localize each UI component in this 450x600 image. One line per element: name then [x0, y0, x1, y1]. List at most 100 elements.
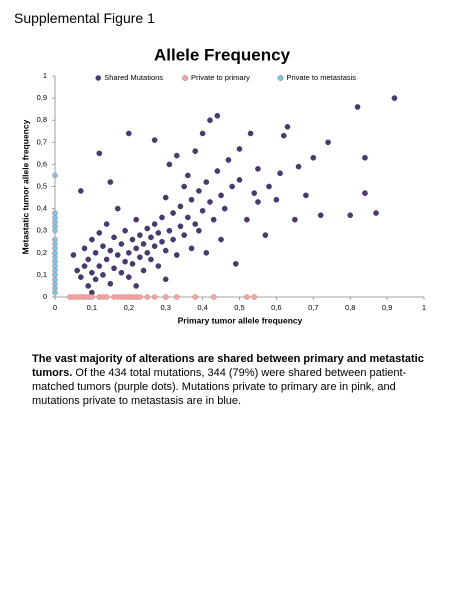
data-point: [170, 210, 176, 216]
data-point: [166, 227, 173, 234]
data-point: [188, 196, 195, 203]
y-tick-label: 0,9: [37, 93, 47, 102]
x-tick-label: 0,4: [197, 303, 207, 312]
y-tick-label: 0,1: [37, 270, 47, 279]
data-point: [292, 216, 298, 223]
data-point: [233, 261, 239, 267]
data-point: [74, 267, 80, 274]
data-point: [103, 221, 110, 227]
data-point: [218, 236, 224, 243]
x-tick-label: 0,3: [160, 303, 170, 312]
data-point: [317, 212, 324, 219]
data-point: [262, 232, 269, 238]
data-point: [144, 225, 151, 232]
data-point: [181, 183, 187, 190]
data-point: [251, 294, 258, 300]
data-point: [192, 148, 199, 154]
data-point: [144, 294, 151, 300]
data-point: [177, 223, 184, 230]
y-tick-label: 0: [43, 292, 47, 301]
data-point: [266, 183, 272, 190]
x-tick-label: 1: [422, 303, 426, 312]
data-point: [114, 252, 121, 258]
data-point: [100, 272, 106, 278]
x-tick-label: 0,1: [87, 303, 97, 312]
x-tick-label: 0,9: [382, 303, 392, 312]
data-point: [140, 267, 147, 274]
data-point: [325, 139, 331, 146]
data-point: [107, 247, 114, 254]
data-point: [52, 172, 58, 179]
data-point: [126, 274, 132, 280]
data-point: [159, 238, 165, 245]
data-point: [133, 216, 139, 223]
legend-marker: [277, 75, 284, 81]
data-point: [144, 249, 151, 256]
data-point: [236, 177, 243, 183]
data-point: [52, 236, 58, 243]
data-point: [185, 214, 191, 221]
data-point: [96, 263, 103, 269]
data-point: [85, 283, 92, 289]
data-point: [81, 263, 88, 269]
data-point: [310, 154, 317, 161]
legend-label: Shared Mutations: [104, 73, 163, 82]
data-point: [129, 261, 136, 267]
y-tick-label: 1: [43, 71, 47, 80]
chart: Allele Frequency Primary tumor allele fr…: [20, 45, 426, 325]
data-point: [100, 243, 106, 249]
y-tick-label: 0,7: [37, 137, 47, 146]
y-axis-label: Metastatic tumor allele frequency: [20, 119, 30, 254]
caption: The vast majority of alterations are sha…: [32, 352, 432, 408]
x-tick-label: 0,5: [234, 303, 244, 312]
y-tick-label: 0,3: [37, 226, 47, 235]
data-point: [126, 249, 132, 256]
data-point: [362, 190, 368, 196]
data-point: [255, 199, 261, 205]
data-point: [162, 194, 169, 201]
data-point: [354, 104, 361, 110]
y-tick-label: 0,5: [37, 181, 47, 190]
data-point: [151, 294, 158, 300]
data-point: [225, 157, 232, 163]
data-point: [255, 166, 261, 172]
data-point: [122, 227, 128, 234]
x-tick-label: 0,6: [271, 303, 281, 312]
data-point: [111, 265, 117, 272]
legend-label: Private to primary: [191, 73, 250, 82]
x-axis-label: Primary tumor allele frequency: [178, 315, 303, 325]
data-point: [78, 188, 84, 194]
data-point: [244, 216, 250, 223]
legend-marker: [182, 75, 188, 81]
data-point: [214, 112, 221, 119]
data-point: [295, 163, 302, 170]
data-point: [70, 252, 77, 258]
data-point: [92, 249, 99, 256]
data-point: [151, 243, 158, 249]
data-point: [81, 245, 88, 252]
data-point: [362, 154, 368, 161]
data-point: [137, 294, 143, 300]
data-point: [203, 249, 210, 256]
y-tick-label: 0,6: [37, 159, 47, 168]
figure-header: Supplemental Figure 1: [14, 10, 155, 26]
data-point: [207, 117, 213, 123]
data-point: [203, 179, 210, 185]
data-point: [78, 274, 84, 280]
data-point: [96, 150, 103, 157]
data-point: [103, 256, 110, 263]
data-point: [210, 216, 217, 223]
data-point: [52, 210, 58, 216]
data-point: [137, 232, 143, 238]
chart-title: Allele Frequency: [154, 45, 291, 64]
data-point: [199, 130, 206, 137]
data-point: [118, 241, 125, 247]
caption-text: Of the 434 total mutations, 344 (79%) we…: [32, 367, 407, 407]
data-point: [129, 236, 136, 243]
data-point: [148, 256, 154, 263]
x-tick-label: 0,8: [345, 303, 355, 312]
caption-bold: The vast majority of alterations are sha…: [32, 353, 424, 379]
data-point: [151, 221, 158, 227]
data-point: [85, 256, 92, 263]
